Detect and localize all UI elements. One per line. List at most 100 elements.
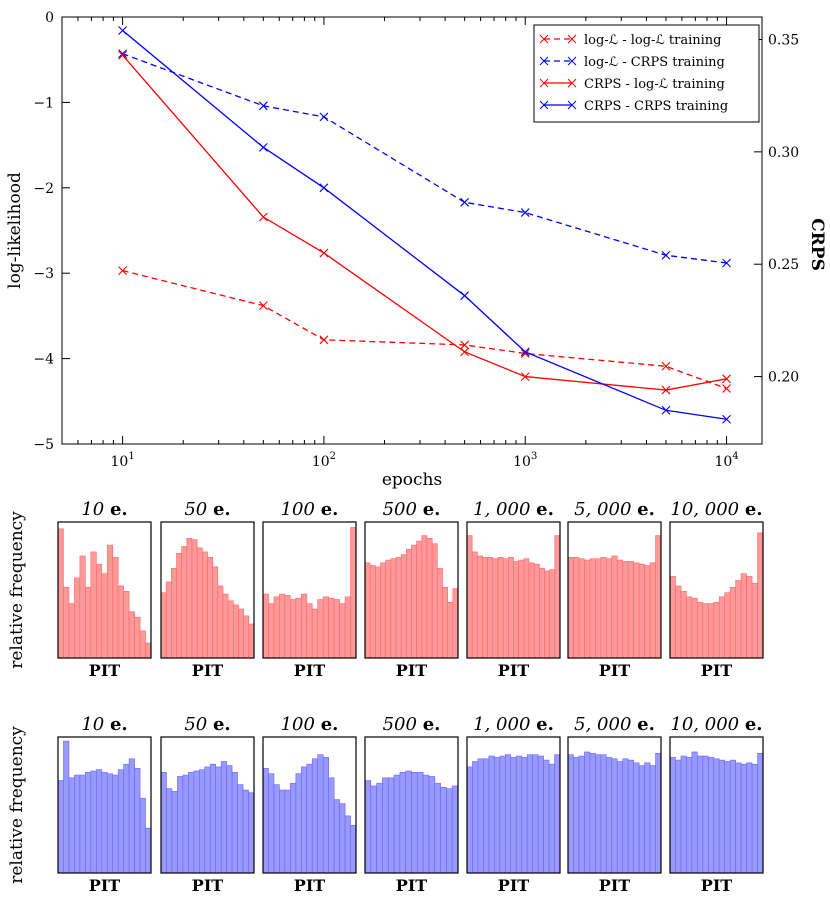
histogram-bar — [215, 766, 222, 874]
pit-panel: 1, 000 e. PIT — [466, 499, 561, 680]
histogram-bar — [191, 539, 198, 659]
histogram-bar — [322, 757, 329, 874]
marker-stroke — [319, 335, 329, 345]
panel-epoch-number: 100 — [281, 499, 315, 520]
pit-label: PIT — [294, 876, 326, 895]
histogram-bar — [488, 755, 495, 874]
histogram-bar — [134, 616, 141, 659]
histogram-bar — [393, 774, 401, 874]
histogram-bar — [746, 762, 753, 874]
histogram-bar — [79, 555, 86, 659]
main-line-chart: 101 102 103 1040−1−2−3−4−50.350.300.250.20e… — [5, 10, 827, 490]
histogram-bar — [718, 759, 726, 874]
histogram-bar — [382, 777, 389, 874]
histogram-bar — [452, 588, 459, 659]
series-0-marker — [722, 384, 731, 393]
panel-epoch-unit: e. — [213, 714, 231, 735]
y-tick-label: −5 — [33, 437, 54, 453]
series-2-marker — [319, 248, 329, 258]
histogram-bar — [713, 758, 720, 874]
pit-label: PIT — [498, 876, 530, 895]
histogram-bar — [422, 774, 430, 874]
histogram-bar — [584, 559, 591, 659]
series-1-marker — [661, 250, 671, 260]
pit-panel: 50 e. PIT — [160, 499, 255, 680]
x-tick-base: 10 — [312, 454, 330, 470]
histogram-bar — [101, 772, 108, 874]
marker-stroke — [520, 208, 530, 217]
x-tick-exponent: 2 — [330, 451, 336, 462]
series-0-marker — [118, 266, 127, 276]
histogram-bar — [222, 593, 229, 659]
histogram-bar — [416, 540, 423, 659]
panel-frame — [57, 736, 152, 874]
series-1-marker — [460, 197, 470, 207]
panel-epoch-unit: e. — [637, 714, 655, 735]
histogram-bar — [196, 547, 203, 659]
histogram-bar — [616, 559, 624, 659]
histogram-bar — [548, 763, 555, 874]
histogram-bar — [300, 593, 308, 659]
histogram-bar — [177, 776, 184, 874]
marker-stroke — [661, 361, 671, 371]
pit-panel: 50 e. PIT — [160, 714, 255, 895]
histogram-bar — [284, 595, 291, 659]
legend-marker — [539, 100, 549, 110]
marker-stroke — [460, 197, 470, 207]
histogram-bar — [262, 593, 269, 659]
histogram-bar — [295, 773, 302, 874]
histogram-bar — [451, 785, 459, 874]
histogram-bar — [497, 557, 504, 659]
panel-frame — [262, 521, 357, 659]
histogram-bar — [207, 557, 213, 659]
series-3-marker — [258, 142, 268, 152]
series-0-marker — [258, 301, 268, 311]
marker-stroke — [722, 384, 731, 393]
histogram-bar — [85, 772, 92, 874]
histogram-bar — [212, 566, 219, 659]
histogram-bar — [90, 551, 97, 659]
histogram-bar — [204, 766, 211, 874]
histogram-bar — [57, 780, 64, 874]
legend-marker — [539, 56, 549, 66]
panel-frame — [567, 521, 662, 659]
histogram-bar — [757, 532, 764, 659]
histogram-bar — [198, 769, 206, 874]
histogram-bar — [508, 557, 514, 659]
panel-epoch-number: 5, 000 — [574, 499, 631, 520]
legend-marker — [567, 56, 577, 66]
panel-epoch-number: 10 — [81, 714, 104, 735]
histogram-bar — [166, 788, 173, 874]
histogram-bar — [669, 757, 676, 874]
series-3-marker — [722, 414, 731, 424]
series-3-marker — [319, 183, 329, 193]
histogram-bar — [691, 751, 698, 874]
histogram-bar — [112, 774, 119, 874]
histogram-bar — [600, 754, 607, 874]
histogram-bar — [273, 596, 280, 659]
histogram-bar — [300, 766, 308, 874]
histogram-bar — [417, 772, 424, 874]
histogram-bar — [134, 767, 141, 874]
panel-title: 10 e. — [81, 714, 127, 735]
histogram-bar — [333, 799, 340, 874]
legend-marker — [567, 100, 577, 110]
legend-marker — [567, 78, 577, 88]
marker-stroke — [258, 301, 268, 311]
histogram-bar — [145, 827, 152, 874]
histogram-bar — [117, 769, 124, 874]
histogram-bar — [578, 755, 585, 874]
series-0-marker — [319, 335, 329, 345]
series-0-marker — [661, 361, 671, 371]
histogram-bar — [317, 599, 324, 659]
histogram-bar — [128, 758, 135, 874]
histogram-bar — [713, 601, 720, 659]
legend-marker — [539, 78, 549, 88]
histogram-bar — [499, 755, 506, 874]
pit-label: PIT — [192, 876, 224, 895]
histogram-bar — [406, 548, 412, 659]
histogram-bar — [523, 558, 530, 659]
panel-epoch-number: 1, 000 — [473, 714, 530, 735]
panel-epoch-number: 10, 000 — [670, 499, 739, 520]
histogram-bar — [117, 585, 124, 659]
